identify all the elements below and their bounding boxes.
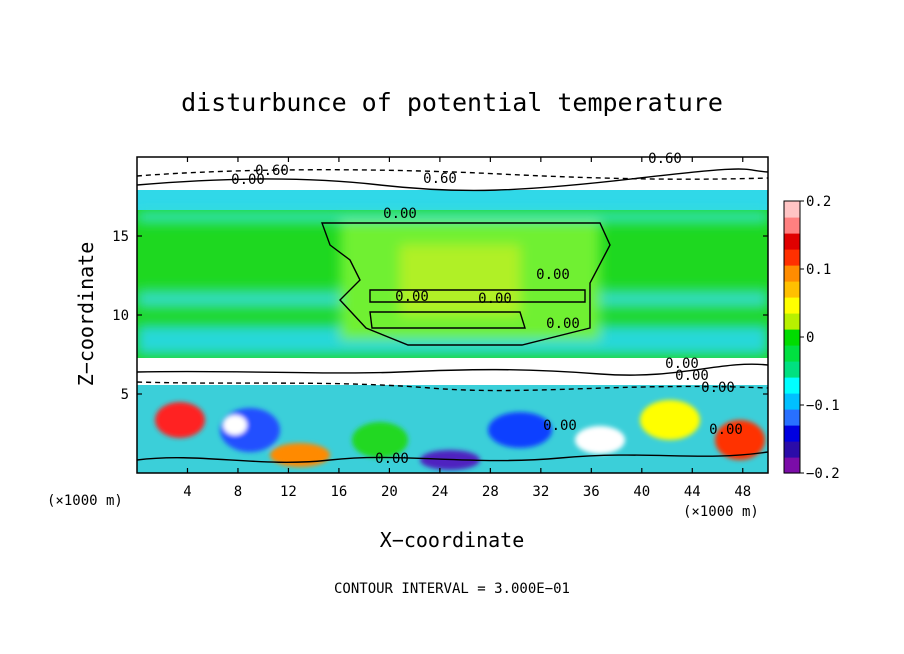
blob-white-2 (575, 426, 625, 454)
x-tick-label: 40 (633, 484, 650, 500)
y-tick-label: 10 (112, 308, 129, 324)
colorbar-swatch (784, 441, 800, 458)
contour-label: 0.00 (665, 356, 699, 372)
contour-label: 0.00 (675, 368, 709, 384)
contour-label: 0.00 (478, 291, 512, 307)
blob-orange (270, 443, 330, 467)
colorbar-tick-label: −0.2 (806, 466, 840, 482)
contour-mid-2 (369, 311, 526, 329)
contour-labels: 0.600.000.600.000.00 0.000.000.000.000.00… (231, 151, 743, 467)
x-tick-label: 8 (234, 484, 242, 500)
contour-label: 0.00 (546, 316, 580, 332)
y-tick-label: 15 (112, 229, 129, 245)
contour-label: 0.00 (536, 267, 570, 283)
contour-lower (137, 363, 768, 376)
core-yellow (400, 245, 520, 315)
contour-label: 0.00 (709, 422, 743, 438)
colorbar-swatch (784, 361, 800, 378)
x-tick-label: 12 (280, 484, 297, 500)
colorbar-swatch (784, 345, 800, 362)
x-tick-label: 24 (431, 484, 448, 500)
contour-label: 0.00 (383, 206, 417, 222)
contour-upper (137, 168, 768, 192)
chart-title: disturbunce of potential temperature (181, 88, 723, 117)
x-tick-label: 44 (684, 484, 701, 500)
colorbar-tick-label: 0.2 (806, 194, 831, 210)
x-tick-label: 28 (482, 484, 499, 500)
blob-yellow (640, 400, 700, 440)
band-cyan-12 (137, 212, 768, 222)
blob-red-2 (715, 420, 765, 460)
contour-label: 0.00 (231, 172, 265, 188)
contour-core (321, 222, 611, 346)
colorbar-swatch (784, 329, 800, 346)
contour-label: 0.00 (701, 380, 735, 396)
x-axis-unit-left: (×1000 m) (47, 493, 123, 509)
contour-label: 0.00 (543, 418, 577, 434)
field-structure (137, 212, 768, 355)
contour-mid-1 (369, 289, 586, 303)
colorbar-swatch (784, 425, 800, 442)
y-tick-label: 5 (121, 387, 129, 403)
colorbar: 0.2 0.1 0 −0.1 −0.2 (783, 194, 840, 482)
contour-label: 0.60 (648, 151, 682, 167)
blob-blue-2 (488, 412, 552, 448)
colorbar-swatch (784, 201, 800, 218)
field-upper-cyan (137, 190, 768, 212)
y-axis-label: Z−coordinate (74, 242, 98, 387)
colorbar-swatch (784, 249, 800, 266)
contour-interval-note: CONTOUR INTERVAL = 3.000E−01 (334, 581, 570, 597)
x-tick-label: 36 (583, 484, 600, 500)
blob-red (155, 402, 205, 438)
colorbar-swatch (784, 377, 800, 394)
colorbar-swatch (784, 265, 800, 282)
x-axis-label: X−coordinate (380, 528, 525, 552)
colorbar-swatch (784, 217, 800, 234)
field-turbulence (155, 400, 765, 470)
contour-upper-dashed (137, 169, 768, 180)
colorbar-swatch (784, 457, 800, 474)
colorbar-swatch (784, 233, 800, 250)
contour-lines (137, 168, 768, 464)
x-tick-label: 16 (330, 484, 347, 500)
blob-white (223, 415, 247, 435)
colorbar-swatch (784, 313, 800, 330)
colorbar-swatch (784, 393, 800, 410)
colorbar-tick-label: −0.1 (806, 398, 840, 414)
contour-label: 0.00 (375, 451, 409, 467)
colorbar-tick-label: 0.1 (806, 262, 831, 278)
x-tick-label: 48 (734, 484, 751, 500)
plot-area (137, 157, 768, 473)
contour-label: 0.60 (423, 171, 457, 187)
contour-label: 0.00 (395, 289, 429, 305)
x-tick-label: 32 (532, 484, 549, 500)
x-tick-label: 20 (381, 484, 398, 500)
colorbar-swatch (784, 409, 800, 426)
field-lower-white (137, 358, 768, 388)
x-axis-unit-right: (×1000 m) (683, 504, 759, 520)
contour-bottom (137, 451, 768, 464)
colorbar-tick-label: 0 (806, 330, 814, 346)
x-tick-label: 4 (183, 484, 191, 500)
blob-green (352, 422, 408, 458)
contour-label: 0.60 (255, 163, 289, 179)
colorbar-swatch (784, 281, 800, 298)
colorbar-swatch (784, 297, 800, 314)
